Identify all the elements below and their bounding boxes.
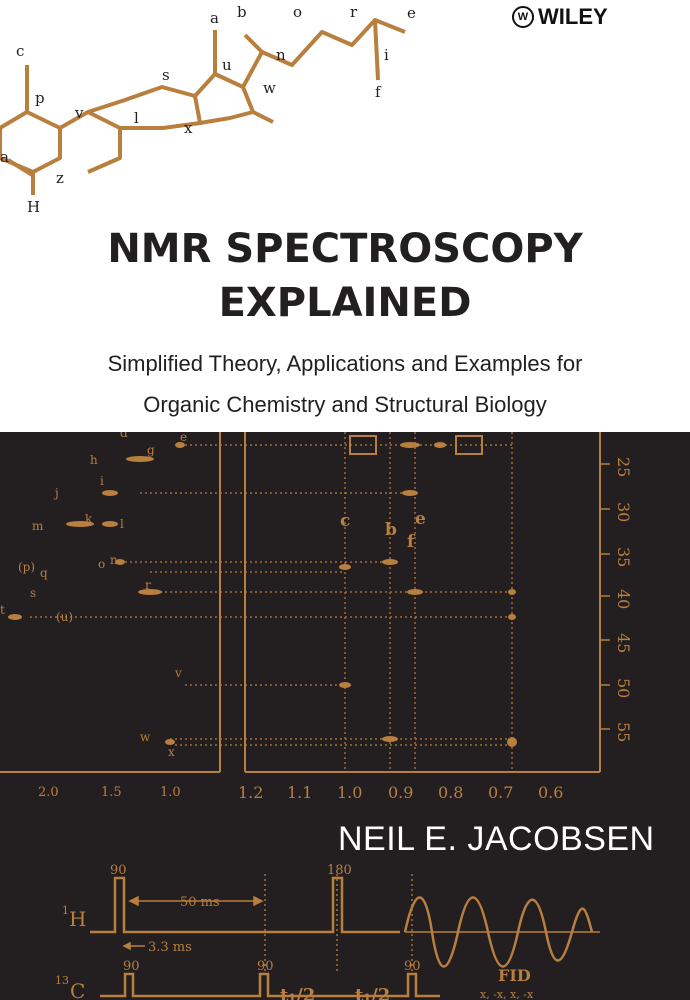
wiley-emblem-icon: W — [512, 6, 534, 28]
svg-text:c: c — [16, 42, 24, 60]
pulse-angle-3: 90 — [123, 959, 140, 974]
svg-text:s: s — [162, 66, 170, 84]
svg-text:o: o — [98, 557, 105, 571]
svg-text:j: j — [53, 486, 59, 500]
channel-2-label: C — [70, 979, 85, 1000]
svg-text:0.6: 0.6 — [538, 783, 563, 802]
svg-text:(p): (p) — [18, 560, 35, 574]
svg-text:n: n — [110, 553, 118, 567]
svg-text:s: s — [30, 586, 36, 600]
svg-text:45: 45 — [614, 633, 633, 653]
delay-long-label: 50 ms — [180, 895, 220, 910]
svg-text:50: 50 — [614, 678, 633, 698]
svg-text:1.1: 1.1 — [287, 783, 312, 802]
svg-text:0.7: 0.7 — [488, 783, 513, 802]
svg-text:p: p — [35, 89, 45, 107]
svg-text:0.9: 0.9 — [388, 783, 413, 802]
molecule-structure: c p v l s x a u b n w o r e i f a z H — [0, 3, 416, 216]
subtitle-line-1: Simplified Theory, Applications and Exam… — [107, 351, 583, 376]
svg-text:t: t — [0, 603, 5, 617]
svg-text:x: x — [184, 119, 193, 137]
svg-text:1.2: 1.2 — [238, 783, 263, 802]
svg-text:m: m — [32, 519, 44, 533]
svg-text:30: 30 — [614, 502, 633, 522]
svg-text:e: e — [415, 509, 426, 529]
svg-text:x: x — [168, 745, 175, 759]
pulse-sequence: 90 180 90 90 90 50 ms 3.3 ms 1 H 13 C t₁… — [55, 863, 600, 1000]
svg-text:w: w — [140, 730, 151, 744]
svg-text:e: e — [180, 432, 187, 444]
svg-text:i: i — [384, 46, 389, 64]
svg-text:l: l — [120, 517, 124, 531]
svg-text:u: u — [222, 56, 232, 74]
svg-text:c: c — [340, 511, 350, 531]
publisher-name: WILEY — [538, 4, 608, 29]
nmr-spectrum: d e g h j i k m l n o (p) q r s t (u) v … — [0, 432, 633, 802]
svg-text:35: 35 — [614, 547, 633, 567]
svg-text:1.5: 1.5 — [101, 785, 122, 800]
svg-text:1.0: 1.0 — [337, 783, 362, 802]
svg-text:z: z — [56, 169, 64, 187]
author-name: NEIL E. JACOBSEN — [338, 820, 655, 858]
t1-half-label-2: t₁/2 — [355, 985, 390, 1000]
svg-text:d: d — [120, 432, 128, 440]
svg-text:r: r — [145, 578, 151, 592]
pulse-angle-4: 90 — [257, 959, 274, 974]
pulse-angle-2: 180 — [327, 863, 352, 878]
svg-text:i: i — [100, 474, 104, 488]
svg-text:v: v — [174, 666, 182, 680]
svg-text:e: e — [407, 4, 416, 22]
svg-text:55: 55 — [614, 722, 633, 742]
title-line-2: EXPLAINED — [218, 280, 472, 326]
fid-label: FID — [498, 966, 531, 985]
t1-half-label-1: t₁/2 — [280, 985, 315, 1000]
phase-cycle-label: x, -x, x, -x — [480, 988, 534, 1000]
channel-1-superscript: 1 — [62, 904, 69, 917]
delay-short-label: 3.3 ms — [148, 940, 192, 955]
svg-text:q: q — [40, 566, 48, 580]
svg-text:g: g — [147, 443, 155, 457]
svg-text:H: H — [27, 198, 40, 216]
svg-text:b: b — [385, 520, 397, 540]
svg-text:f: f — [407, 532, 416, 552]
svg-text:2.0: 2.0 — [38, 785, 59, 800]
svg-text:(u): (u) — [56, 610, 73, 624]
svg-text:f: f — [375, 83, 382, 101]
channel-2-superscript: 13 — [55, 974, 69, 987]
svg-text:b: b — [237, 3, 247, 21]
pulse-angle-1: 90 — [110, 863, 127, 878]
svg-text:o: o — [293, 3, 302, 21]
svg-text:n: n — [276, 46, 286, 64]
title-line-1: NMR SPECTROSCOPY — [107, 226, 583, 272]
svg-text:a: a — [0, 148, 9, 166]
svg-text:r: r — [350, 3, 358, 21]
svg-text:0.8: 0.8 — [438, 783, 463, 802]
svg-text:40: 40 — [614, 589, 633, 609]
svg-text:25: 25 — [614, 457, 633, 477]
pulse-angle-5: 90 — [404, 959, 421, 974]
subtitle-line-2: Organic Chemistry and Structural Biology — [143, 392, 547, 417]
svg-text:l: l — [134, 109, 139, 127]
svg-text:a: a — [210, 9, 219, 27]
svg-text:v: v — [74, 104, 84, 122]
svg-text:w: w — [263, 79, 276, 97]
svg-text:k: k — [85, 512, 93, 526]
channel-1-label: H — [69, 907, 86, 931]
cover-top-panel — [0, 0, 690, 432]
svg-text:h: h — [90, 453, 98, 467]
publisher-logo: W WILEY — [512, 4, 608, 30]
svg-text:1.0: 1.0 — [160, 785, 181, 800]
